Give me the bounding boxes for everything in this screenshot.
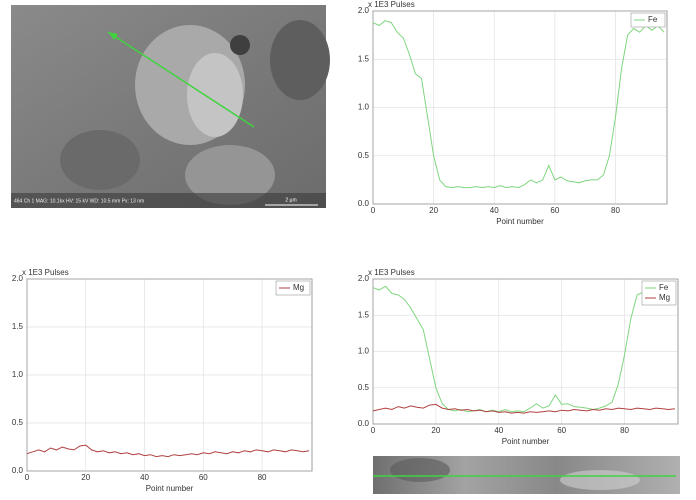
legend-label: Mg — [659, 293, 670, 302]
y-tick-label: 1.0 — [358, 347, 370, 356]
y-tick-label: 1.0 — [12, 370, 24, 379]
x-tick-label: 20 — [429, 206, 438, 215]
x-tick-label: 40 — [140, 473, 149, 482]
plot-frame — [372, 10, 668, 205]
legend-box — [641, 280, 677, 306]
legend-box — [275, 280, 311, 296]
plot-frame — [26, 278, 313, 472]
strip-image — [373, 456, 680, 494]
y-tick-label: 0.5 — [358, 151, 370, 160]
scale-bar: 2 µm — [285, 197, 296, 203]
x-tick-label: 40 — [490, 206, 499, 215]
x-axis-label: Point number — [502, 437, 550, 446]
sem-image: 464 Ch 1 MAG: 10.1kx HV: 15 kV WD: 10.5 … — [11, 5, 330, 208]
legend-label: Mg — [293, 283, 304, 292]
x-tick-label: 80 — [620, 426, 629, 435]
x-tick-label: 60 — [550, 206, 559, 215]
plot-frame — [372, 278, 679, 425]
series-line — [372, 285, 676, 413]
y-tick-label: 0.0 — [12, 466, 24, 475]
y-tick-label: 0.5 — [358, 383, 370, 392]
x-tick-label: 0 — [25, 473, 30, 482]
y-tick-label: 1.5 — [12, 322, 24, 331]
x-tick-label: 0 — [371, 206, 376, 215]
x-axis-label: Point number — [146, 484, 194, 493]
x-tick-label: 80 — [258, 473, 267, 482]
y-tick-label: 0.0 — [358, 419, 370, 428]
y-tick-label: 2.0 — [358, 274, 370, 283]
x-tick-label: 40 — [494, 426, 503, 435]
x-tick-label: 20 — [81, 473, 90, 482]
legend-label: Fe — [648, 15, 658, 24]
x-tick-label: 60 — [557, 426, 566, 435]
y-tick-label: 2.0 — [12, 274, 24, 283]
y-tick-label: 0.5 — [12, 418, 24, 427]
legend-label: Fe — [659, 283, 669, 292]
y-axis-unit: x 1E3 Pulses — [22, 268, 69, 277]
y-tick-label: 1.5 — [358, 54, 370, 63]
y-tick-label: 2.0 — [358, 6, 370, 15]
y-axis-unit: x 1E3 Pulses — [368, 268, 415, 277]
x-tick-label: 60 — [199, 473, 208, 482]
x-axis-label: Point number — [496, 217, 544, 226]
x-tick-label: 80 — [611, 206, 620, 215]
y-tick-label: 1.0 — [358, 103, 370, 112]
series-line — [26, 444, 310, 458]
y-tick-label: 0.0 — [358, 199, 370, 208]
y-axis-unit: x 1E3 Pulses — [368, 0, 415, 9]
x-tick-label: 20 — [431, 426, 440, 435]
legend-box — [630, 12, 666, 28]
sem-info: 464 Ch 1 MAG: 10.1kx HV: 15 kV WD: 10.5 … — [14, 198, 144, 204]
x-tick-label: 0 — [371, 426, 376, 435]
y-tick-label: 1.5 — [358, 310, 370, 319]
series-line — [372, 20, 665, 189]
series-line — [372, 403, 675, 414]
